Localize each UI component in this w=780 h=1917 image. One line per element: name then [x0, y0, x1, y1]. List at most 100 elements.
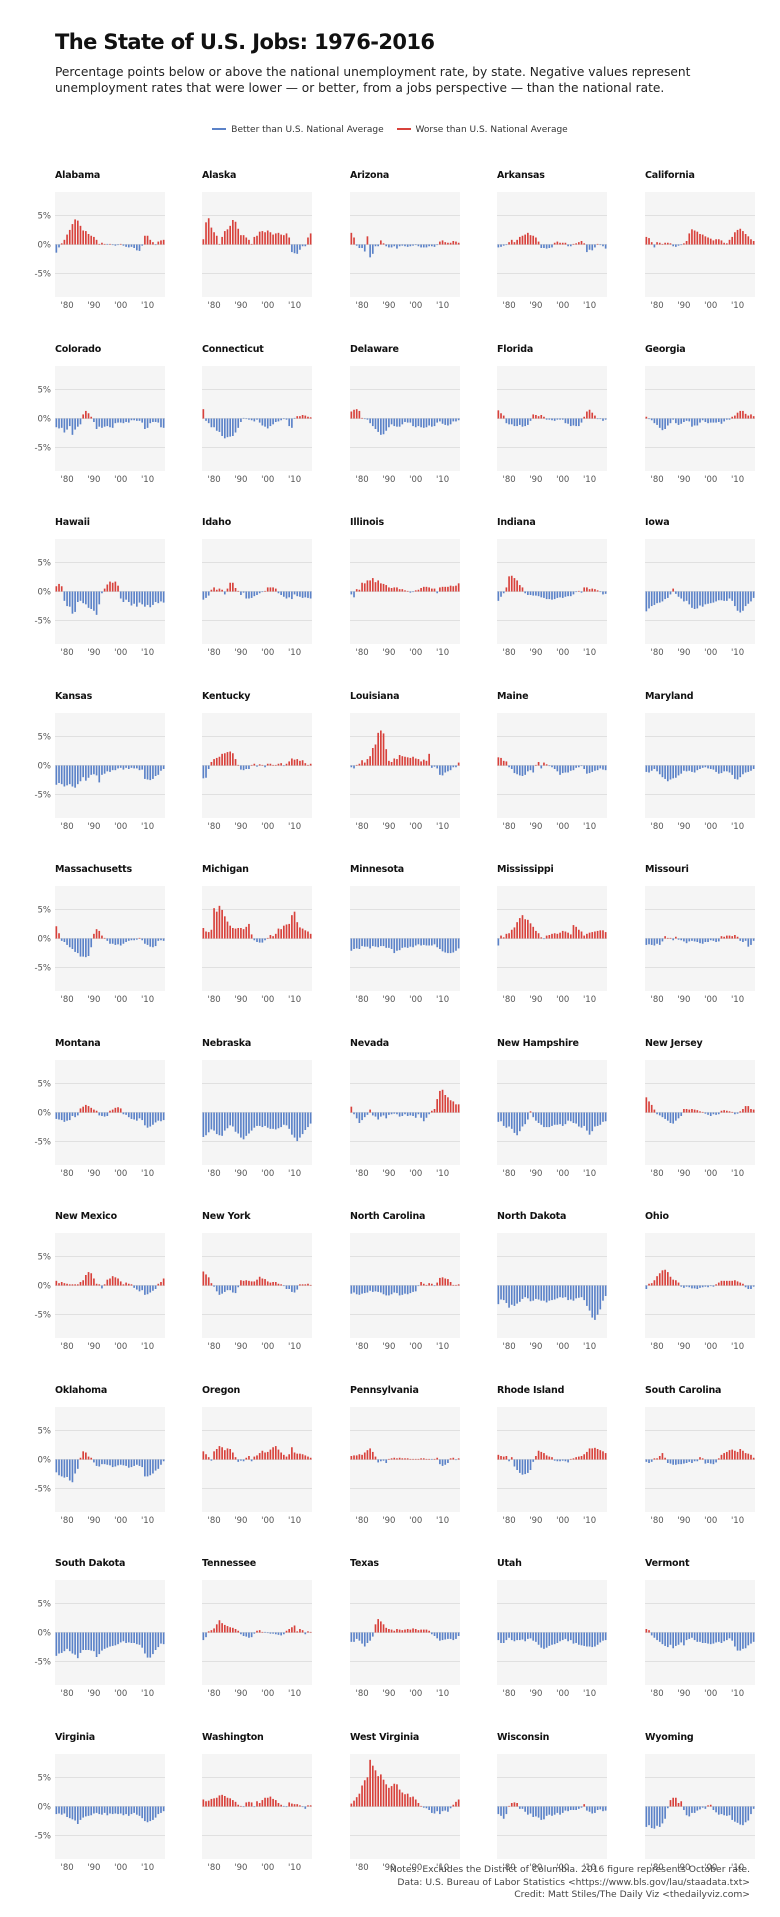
- bar: [85, 1806, 87, 1816]
- bar: [701, 1457, 704, 1459]
- bar: [696, 591, 699, 609]
- bar: [669, 937, 672, 939]
- bar: [152, 1112, 154, 1125]
- bar: [71, 224, 74, 245]
- bar: [696, 1285, 699, 1289]
- bar: [551, 1285, 553, 1301]
- bar: [401, 938, 404, 948]
- bar: [215, 1285, 218, 1292]
- x-tick-label: '10: [141, 995, 154, 1005]
- bar: [58, 1459, 60, 1475]
- bar: [221, 418, 223, 436]
- bar: [385, 1627, 388, 1633]
- panel-title-west-virginia: West Virginia: [350, 1731, 420, 1743]
- bar: [452, 1804, 455, 1806]
- bar: [739, 1632, 742, 1651]
- bar: [417, 1458, 420, 1459]
- bar: [548, 1285, 551, 1301]
- bar: [71, 591, 74, 614]
- bar: [256, 1800, 258, 1806]
- bar: [752, 591, 755, 598]
- bar: [272, 764, 274, 765]
- bar: [380, 583, 382, 592]
- bar: [664, 1112, 666, 1119]
- bar: [157, 1632, 160, 1648]
- bar: [577, 242, 580, 245]
- bar: [425, 1284, 428, 1286]
- bar: [106, 765, 109, 771]
- bar: [210, 418, 213, 427]
- bar: [412, 1285, 414, 1292]
- panel-tennessee: Tennessee '80'90'00'10: [202, 1558, 342, 1699]
- x-tick-label: '10: [141, 301, 154, 311]
- bar: [535, 1285, 537, 1299]
- bar: [422, 586, 425, 592]
- bar: [742, 1283, 744, 1286]
- bar: [564, 242, 567, 245]
- bar: [304, 1112, 307, 1130]
- x-tick-label: '80: [60, 1689, 73, 1699]
- bar: [731, 591, 734, 601]
- bar: [117, 1806, 119, 1814]
- bar: [455, 938, 457, 951]
- y-tick-label: 0%: [38, 1629, 52, 1639]
- bar: [433, 588, 436, 592]
- bar: [731, 1806, 734, 1820]
- bar: [160, 1632, 162, 1644]
- bar: [98, 1459, 101, 1466]
- x-tick-label: '90: [234, 1689, 247, 1699]
- bar: [253, 763, 256, 765]
- bar: [79, 765, 82, 781]
- bar: [599, 1449, 602, 1459]
- bar: [564, 1632, 567, 1639]
- bar: [653, 591, 656, 605]
- bar: [752, 938, 755, 941]
- y-tick-label: 0%: [38, 241, 52, 251]
- bar: [704, 1112, 707, 1114]
- chart-utah: '80'90'00'10: [497, 1580, 607, 1699]
- bar: [709, 1804, 712, 1806]
- bar: [709, 1285, 712, 1287]
- bar: [414, 590, 417, 592]
- bar: [309, 416, 312, 418]
- x-tick-label: '90: [382, 1516, 395, 1526]
- bar: [661, 1270, 664, 1286]
- bar: [398, 1457, 401, 1459]
- bar: [715, 1284, 717, 1286]
- panel-maryland: Maryland '80'90'00'10: [645, 691, 780, 832]
- bar: [535, 930, 537, 939]
- bar: [74, 765, 76, 788]
- bar: [248, 418, 250, 420]
- bar: [701, 1111, 704, 1112]
- bar: [377, 244, 380, 247]
- x-tick-label: '80: [650, 1689, 663, 1699]
- bar: [223, 418, 226, 438]
- chart-tennessee: '80'90'00'10: [202, 1580, 312, 1699]
- panel-texas: Texas '80'90'00'10: [350, 1558, 490, 1699]
- bar: [664, 1269, 666, 1286]
- bar: [404, 1285, 406, 1294]
- bar: [272, 1798, 274, 1806]
- bar: [401, 755, 404, 765]
- bar: [505, 1806, 508, 1814]
- bar: [226, 1447, 229, 1459]
- y-tick-label: 0%: [38, 588, 52, 598]
- bar: [712, 1459, 715, 1464]
- bar: [444, 1632, 447, 1640]
- x-tick-label: '00: [261, 301, 274, 311]
- bar: [68, 591, 71, 607]
- bar: [709, 765, 712, 769]
- bar: [559, 418, 561, 420]
- bar: [414, 1629, 417, 1633]
- bar: [725, 1451, 728, 1459]
- bar: [731, 1111, 734, 1112]
- bar: [374, 244, 377, 247]
- bar: [645, 416, 648, 418]
- bar: [371, 1112, 374, 1115]
- bar: [685, 241, 688, 245]
- bar: [569, 591, 572, 597]
- bar: [452, 1457, 455, 1459]
- bar: [207, 1277, 210, 1286]
- bar: [672, 1632, 675, 1649]
- x-tick-label: '80: [60, 822, 73, 832]
